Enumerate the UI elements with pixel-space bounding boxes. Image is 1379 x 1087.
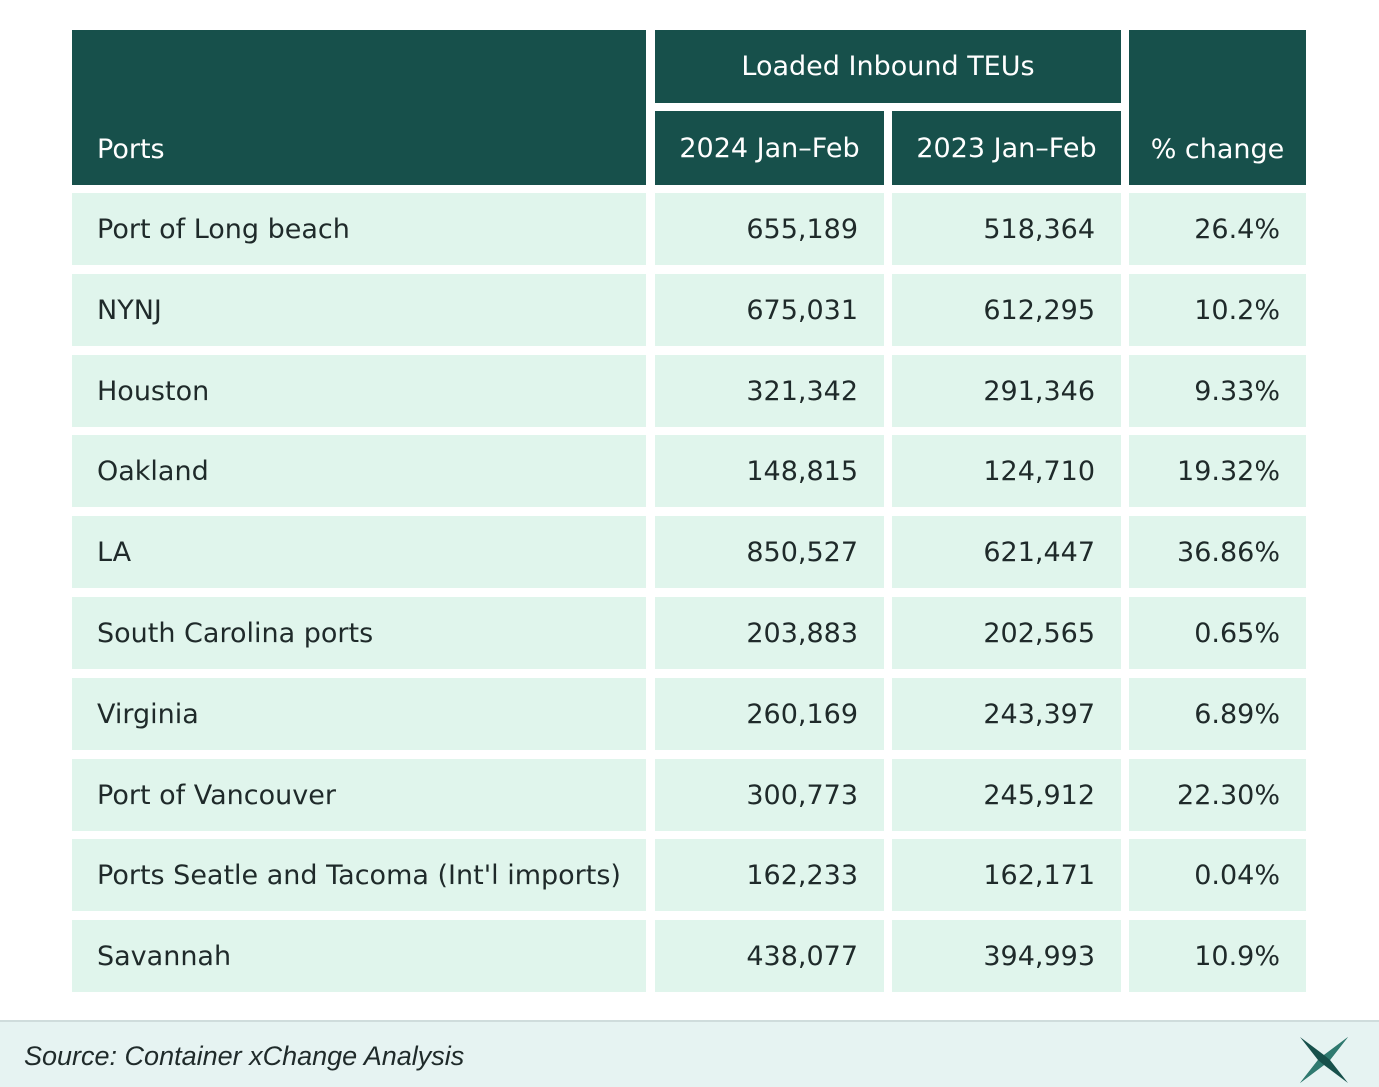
cell-port: Houston [72, 355, 646, 427]
cell-pct-change: 19.32% [1129, 435, 1306, 507]
cell-pct-change: 6.89% [1129, 678, 1306, 750]
cell-2023: 621,447 [892, 516, 1121, 588]
cell-2024: 260,169 [655, 678, 884, 750]
cell-port: Oakland [72, 435, 646, 507]
source-note: Source: Container xChange Analysis [24, 1041, 465, 1071]
cell-port: Port of Vancouver [72, 759, 646, 831]
cell-2024: 162,233 [655, 839, 884, 911]
cell-2024: 203,883 [655, 597, 884, 669]
cell-port: Virginia [72, 678, 646, 750]
cell-pct-change: 9.33% [1129, 355, 1306, 427]
cell-port: Savannah [72, 920, 646, 992]
cell-port: South Carolina ports [72, 597, 646, 669]
header-2024: 2024 Jan–Feb [655, 111, 884, 185]
cell-pct-change: 10.9% [1129, 920, 1306, 992]
cell-port: Port of Long beach [72, 193, 646, 265]
footer-bar [0, 1020, 1379, 1087]
header-2023: 2023 Jan–Feb [892, 111, 1121, 185]
cell-2023: 245,912 [892, 759, 1121, 831]
header-ports: Ports [72, 30, 646, 185]
cell-2023: 518,364 [892, 193, 1121, 265]
cell-2023: 243,397 [892, 678, 1121, 750]
header-pct-change: % change [1129, 30, 1306, 185]
cell-2024: 675,031 [655, 274, 884, 346]
cell-pct-change: 10.2% [1129, 274, 1306, 346]
cell-port: NYNJ [72, 274, 646, 346]
cell-pct-change: 22.30% [1129, 759, 1306, 831]
cell-pct-change: 0.04% [1129, 839, 1306, 911]
cell-2024: 148,815 [655, 435, 884, 507]
cell-port: Ports Seatle and Tacoma (Int'l imports) [72, 839, 646, 911]
cell-port: LA [72, 516, 646, 588]
cell-2024: 655,189 [655, 193, 884, 265]
cell-2023: 162,171 [892, 839, 1121, 911]
cell-2024: 850,527 [655, 516, 884, 588]
cell-2023: 612,295 [892, 274, 1121, 346]
cell-pct-change: 0.65% [1129, 597, 1306, 669]
header-group-loaded-inbound: Loaded Inbound TEUs [655, 30, 1121, 103]
cell-pct-change: 26.4% [1129, 193, 1306, 265]
cell-pct-change: 36.86% [1129, 516, 1306, 588]
cell-2024: 300,773 [655, 759, 884, 831]
cell-2024: 438,077 [655, 920, 884, 992]
cell-2023: 202,565 [892, 597, 1121, 669]
xchange-star-logo-icon [1300, 1037, 1348, 1083]
cell-2023: 394,993 [892, 920, 1121, 992]
cell-2023: 124,710 [892, 435, 1121, 507]
cell-2023: 291,346 [892, 355, 1121, 427]
cell-2024: 321,342 [655, 355, 884, 427]
